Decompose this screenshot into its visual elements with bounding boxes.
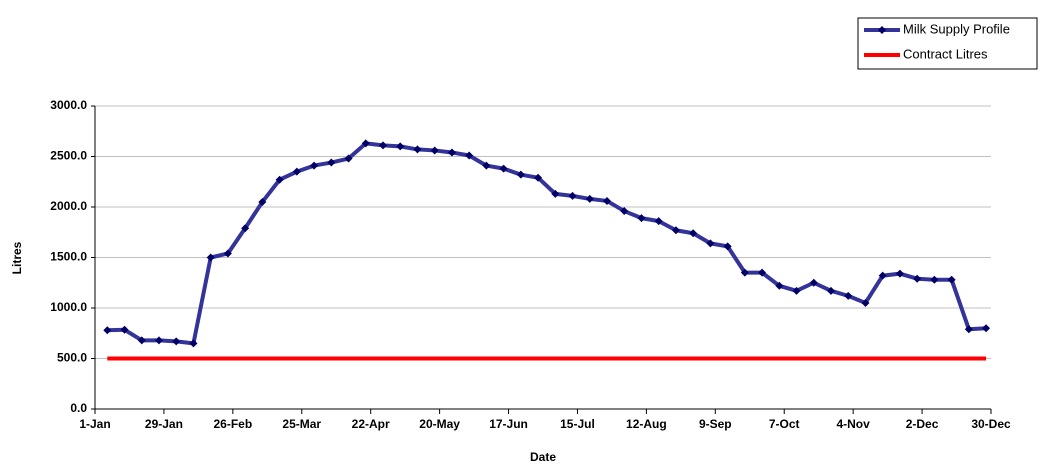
point-marker [396,142,405,151]
point-marker [327,158,336,167]
point-marker [689,229,698,238]
y-tick-label: 1500.0 [50,250,87,264]
series-line [107,141,987,346]
point-marker [292,167,301,176]
x-tick-label: 29-Jan [145,417,183,431]
x-tick-label: 4-Nov [836,417,870,431]
point-marker [964,325,973,334]
y-tick-label: 2500.0 [50,149,87,163]
point-marker [534,173,543,182]
point-marker [758,268,767,277]
point-marker [344,154,353,163]
point-marker [982,324,991,333]
x-tick-label: 25-Mar [282,417,321,431]
point-marker [499,164,508,173]
x-tick-label: 2-Dec [906,417,939,431]
point-marker [861,298,870,307]
point-marker [775,281,784,290]
x-tick-label: 9-Sep [699,417,732,431]
point-marker [137,336,146,345]
legend-label: Milk Supply Profile [903,21,1010,36]
legend-label: Contract Litres [903,46,988,61]
x-tick-label: 12-Aug [626,417,667,431]
point-marker [809,278,818,287]
legend-marker [878,26,886,34]
point-marker [603,196,611,205]
x-tick-label: 30-Dec [971,417,1011,431]
point-marker [310,161,319,170]
legend: Milk Supply Profile Contract Litres [857,17,1038,70]
x-tick-label: 15-Jul [560,417,595,431]
point-marker [740,268,749,277]
point-marker [568,191,577,200]
x-tick-label: 26-Feb [214,417,253,431]
point-marker [482,161,491,170]
point-marker [155,336,163,345]
point-marker [465,151,474,160]
y-tick-label: 3000.0 [50,98,87,112]
point-marker [913,274,922,283]
point-marker [706,239,715,248]
point-marker [379,141,387,150]
point-marker [878,271,887,280]
point-marker [723,242,732,251]
point-marker [447,148,456,157]
point-marker [637,214,646,223]
y-tick-label: 0.0 [70,401,87,415]
point-marker [430,146,439,155]
point-marker [792,286,801,295]
x-tick-label: 17-Jun [489,417,528,431]
point-marker [206,253,215,262]
y-tick-label: 500.0 [57,351,87,365]
point-marker [620,207,629,216]
point-marker [103,326,112,335]
point-marker [947,275,956,284]
point-marker [241,224,250,233]
point-marker [654,217,663,226]
x-tick-label: 7-Oct [769,417,800,431]
point-marker [361,139,370,148]
point-marker [275,175,284,184]
point-marker [516,170,525,179]
x-tick-label: 20-May [419,417,460,431]
point-marker [189,339,198,348]
point-marker [827,286,835,295]
x-tick-label: 22-Apr [352,417,390,431]
x-tick-label: 1-Jan [79,417,110,431]
point-marker [551,189,560,198]
point-marker [413,145,422,154]
point-marker [258,197,267,206]
point-marker [930,275,939,284]
legend-box [857,17,1038,70]
point-marker [895,269,904,278]
point-marker [585,194,594,203]
y-axis-title: Litres [10,241,24,274]
y-tick-label: 2000.0 [50,199,87,213]
point-marker [844,291,853,300]
point-marker [172,337,181,346]
point-marker [223,249,232,258]
point-marker [120,325,129,334]
point-marker [671,226,680,235]
y-tick-label: 1000.0 [50,300,87,314]
x-axis-title: Date [530,450,556,464]
